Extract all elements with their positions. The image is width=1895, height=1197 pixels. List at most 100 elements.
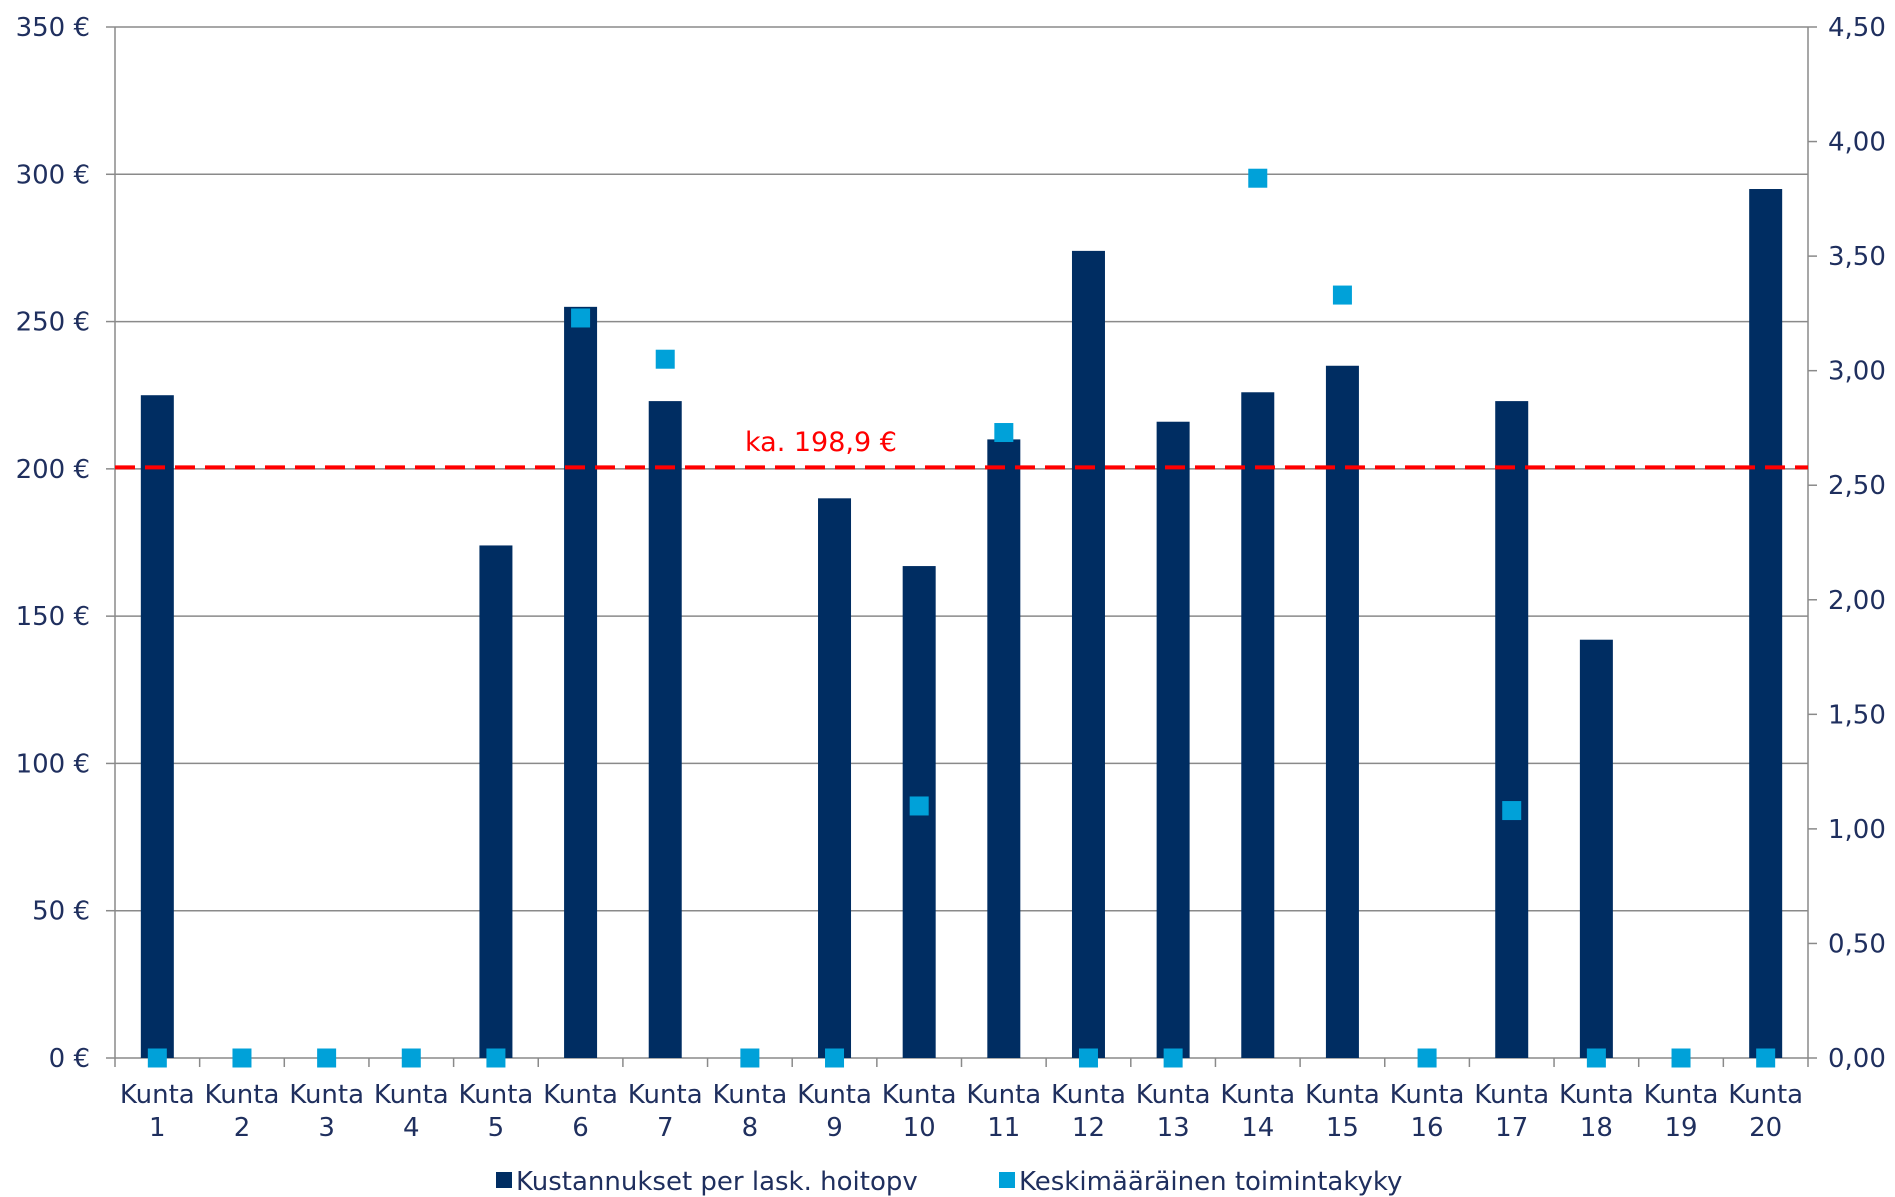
x-axis-tick-label: Kunta (205, 1080, 280, 1110)
left-axis-tick-label: 250 € (16, 308, 90, 338)
left-axis-tick-label: 150 € (16, 602, 90, 632)
bar (1325, 365, 1359, 1058)
x-axis-tick-label: Kunta (374, 1080, 449, 1110)
x-axis-tick-label: 17 (1495, 1113, 1528, 1143)
x-axis-tick-label: 7 (657, 1113, 674, 1143)
x-axis-tick-label: Kunta (1474, 1080, 1549, 1110)
scatter-series (147, 168, 1776, 1068)
bar (648, 401, 682, 1058)
scatter-point (909, 796, 929, 816)
scatter-point (740, 1048, 760, 1068)
x-axis-tick-label: Kunta (1305, 1080, 1380, 1110)
left-axis-tick-label: 0 € (49, 1044, 90, 1074)
scatter-point (317, 1048, 337, 1068)
scatter-point (1163, 1048, 1183, 1068)
legend-label-points: Keskimääräinen toimintakyky (1019, 1167, 1402, 1197)
legend-swatch-bars (496, 1172, 512, 1188)
x-axis-tick-label: Kunta (289, 1080, 364, 1110)
scatter-point (401, 1048, 421, 1068)
x-axis-tick-label: Kunta (459, 1080, 534, 1110)
x-axis-tick-label: 19 (1664, 1113, 1697, 1143)
x-axis-tick-label: Kunta (120, 1080, 195, 1110)
x-axis-tick-label: 16 (1411, 1113, 1444, 1143)
scatter-point (1332, 285, 1352, 305)
scatter-point (232, 1048, 252, 1068)
x-axis-tick-label: Kunta (1390, 1080, 1465, 1110)
x-axis-tick-label: 3 (318, 1113, 335, 1143)
right-axis-tick-label: 2,00 (1828, 586, 1886, 616)
x-axis-tick-label: 18 (1580, 1113, 1613, 1143)
x-axis-tick-label: 4 (403, 1113, 420, 1143)
x-axis-tick-label: 1 (149, 1113, 166, 1143)
legend: Kustannukset per lask. hoitopv Keskimäär… (496, 1167, 1402, 1197)
x-axis-tick-label: Kunta (1728, 1080, 1803, 1110)
x-axis-tick-label: 11 (987, 1113, 1020, 1143)
scatter-point (994, 423, 1014, 443)
bar (564, 306, 598, 1058)
scatter-point (1248, 168, 1268, 188)
right-axis-tick-label: 4,50 (1828, 13, 1886, 43)
x-axis-tick-label: Kunta (797, 1080, 872, 1110)
right-axis-tick-label: 3,00 (1828, 357, 1886, 387)
bar (1071, 250, 1105, 1059)
x-axis-tick-label: 20 (1749, 1113, 1782, 1143)
x-axis-tick-label: 2 (234, 1113, 251, 1143)
left-axis-tick-label: 350 € (16, 13, 90, 43)
x-axis-tick-label: 6 (572, 1113, 589, 1143)
scatter-point (1078, 1048, 1098, 1068)
x-axis-tick-label: Kunta (1051, 1080, 1126, 1110)
right-axis-tick-label: 1,50 (1828, 700, 1886, 730)
x-axis-tick-label: 9 (826, 1113, 843, 1143)
x-axis-tick-label: 10 (903, 1113, 936, 1143)
tick-labels: 0 € 50 € 100 € 150 € 200 € 250 € 300 € 350 € 0,0… (16, 13, 1886, 1143)
bar (987, 439, 1021, 1058)
x-axis-tick-label: 15 (1326, 1113, 1359, 1143)
scatter-point (1756, 1048, 1776, 1068)
right-axis-tick-label: 0,00 (1828, 1044, 1886, 1074)
x-axis-tick-label: Kunta (1644, 1080, 1719, 1110)
scatter-point (1671, 1048, 1691, 1068)
bar (1241, 392, 1275, 1059)
right-axis-tick-label: 0,50 (1828, 929, 1886, 959)
right-axis-tick-label: 2,50 (1828, 471, 1886, 501)
bar (1579, 639, 1613, 1058)
x-axis-tick-label: Kunta (1559, 1080, 1634, 1110)
x-axis-tick-label: Kunta (628, 1080, 703, 1110)
scatter-point (1502, 801, 1522, 821)
average-line-label: ka. 198,9 € (745, 427, 897, 458)
scatter-point (147, 1048, 167, 1068)
legend-swatch-points (999, 1172, 1015, 1188)
x-axis-tick-label: Kunta (1136, 1080, 1211, 1110)
bar-series (140, 189, 1783, 1059)
scatter-point (1586, 1048, 1606, 1068)
x-axis-tick-label: Kunta (1220, 1080, 1295, 1110)
bar (1156, 421, 1190, 1058)
bar (818, 498, 852, 1058)
x-axis-tick-label: 12 (1072, 1113, 1105, 1143)
left-axis-tick-label: 100 € (16, 749, 90, 779)
left-axis-tick-label: 300 € (16, 160, 90, 190)
x-axis-tick-label: 13 (1157, 1113, 1190, 1143)
legend-label-bars: Kustannukset per lask. hoitopv (516, 1167, 918, 1197)
x-axis-tick-label: Kunta (543, 1080, 618, 1110)
scatter-point (655, 349, 675, 369)
x-axis-tick-label: Kunta (712, 1080, 787, 1110)
scatter-point (571, 308, 591, 328)
axes (106, 26, 1817, 1067)
left-axis-tick-label: 50 € (32, 897, 90, 927)
right-axis-tick-label: 3,50 (1828, 242, 1886, 272)
scatter-point (1417, 1048, 1437, 1068)
bar (1495, 401, 1529, 1058)
x-axis-tick-label: 5 (488, 1113, 505, 1143)
x-axis-tick-label: Kunta (882, 1080, 957, 1110)
left-axis-tick-label: 200 € (16, 455, 90, 485)
bar (1749, 189, 1783, 1058)
x-axis-tick-label: Kunta (966, 1080, 1041, 1110)
scatter-point (825, 1048, 845, 1068)
scatter-point (486, 1048, 506, 1068)
right-axis-tick-label: 4,00 (1828, 128, 1886, 158)
right-axis-tick-label: 1,00 (1828, 815, 1886, 845)
bar (479, 545, 513, 1058)
x-axis-tick-label: 8 (742, 1113, 759, 1143)
